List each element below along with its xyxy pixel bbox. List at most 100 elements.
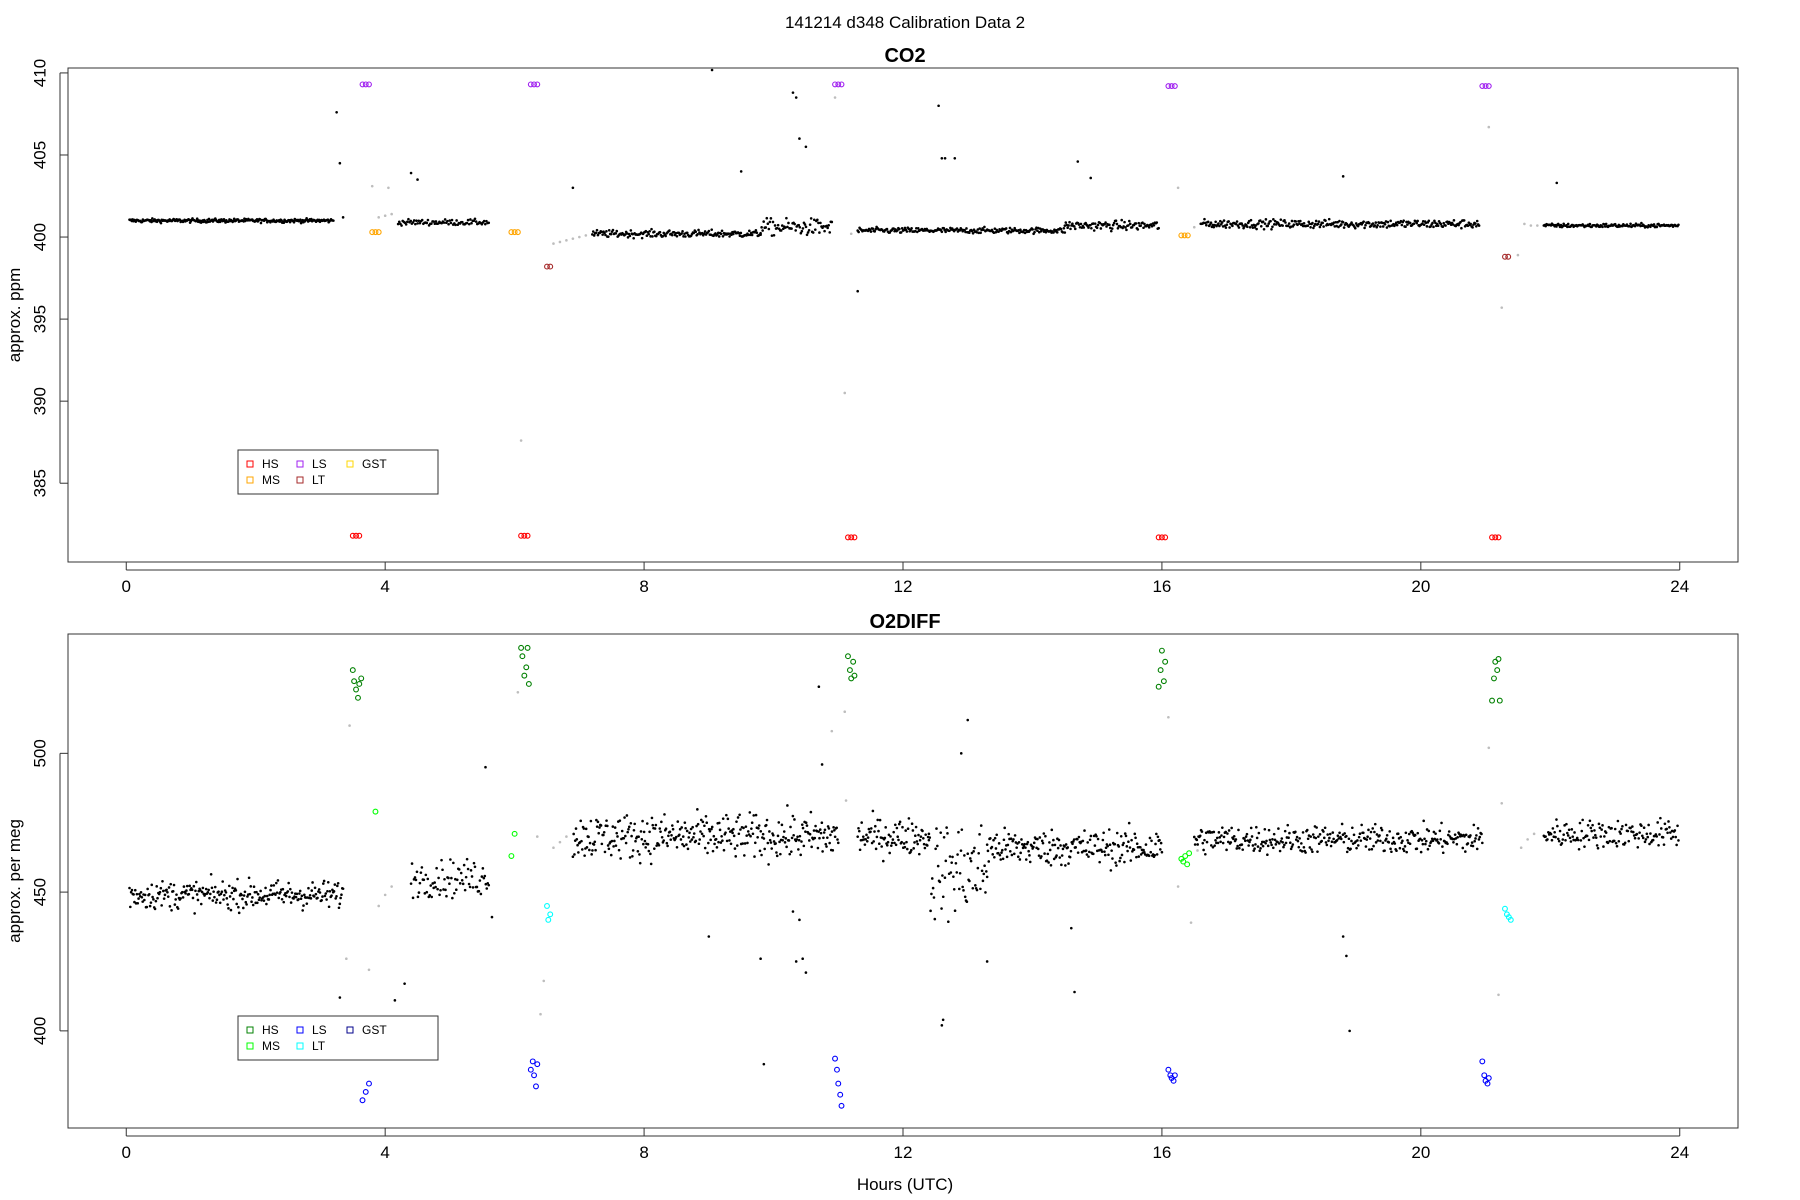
o2diff-data-point bbox=[466, 867, 470, 871]
o2diff-data-point bbox=[801, 826, 805, 830]
o2diff-data-point bbox=[743, 842, 747, 845]
o2diff-data-point bbox=[1107, 828, 1111, 831]
o2diff-data-point bbox=[341, 887, 345, 891]
co2-data-point bbox=[615, 229, 619, 233]
o2diff-data-point bbox=[1350, 839, 1353, 843]
o2diff-data-point bbox=[461, 882, 465, 886]
o2diff-data-point bbox=[627, 828, 630, 831]
o2diff-data-point bbox=[737, 832, 741, 836]
o2diff-data-point bbox=[241, 897, 244, 901]
o2diff-data-point bbox=[1401, 839, 1404, 843]
o2diff-data-point bbox=[654, 823, 658, 827]
co2-ls-point bbox=[359, 81, 366, 88]
co2-ls-point bbox=[1165, 83, 1172, 90]
o2diff-hs-point bbox=[1160, 678, 1167, 685]
o2diff-data-point bbox=[1573, 831, 1576, 834]
o2diff-data-point bbox=[1438, 829, 1442, 833]
co2-data-point bbox=[944, 230, 947, 234]
o2diff-data-point bbox=[752, 814, 756, 817]
co2-data-outlier bbox=[1555, 181, 1559, 185]
o2diff-data-point bbox=[731, 831, 734, 835]
o2diff-data-point bbox=[804, 830, 807, 833]
co2-data-outlier bbox=[1089, 176, 1093, 180]
o2diff-data-point bbox=[232, 897, 235, 901]
o2diff-data-point bbox=[420, 866, 424, 869]
o2diff-data-point bbox=[154, 899, 158, 903]
o2diff-data-point bbox=[888, 851, 891, 855]
o2diff-data-point bbox=[707, 841, 710, 845]
o2diff-data-point bbox=[993, 836, 997, 840]
o2diff-data-point bbox=[168, 905, 172, 908]
o2diff-data-point bbox=[317, 888, 321, 891]
o2diff-data-point bbox=[431, 882, 434, 885]
o2diff-data-point bbox=[800, 823, 804, 826]
o2diff-data-point bbox=[220, 890, 224, 894]
o2diff-data-point bbox=[955, 871, 959, 874]
o2diff-data-point bbox=[274, 881, 278, 885]
figure-suptitle: 141214 d348 Calibration Data 2 bbox=[785, 13, 1025, 32]
o2diff-data-point bbox=[1059, 844, 1062, 847]
o2diff-hs-point bbox=[845, 653, 851, 660]
o2diff-data-point bbox=[155, 885, 159, 888]
co2-data-point bbox=[1371, 222, 1375, 225]
co2-data-point bbox=[288, 220, 292, 224]
o2diff-data-point bbox=[583, 854, 586, 857]
o2diff-data-point bbox=[1594, 836, 1598, 839]
co2-data-point bbox=[977, 231, 981, 235]
co2-data-point bbox=[1125, 228, 1128, 232]
o2diff-data-point bbox=[1072, 838, 1076, 841]
o2diff-data-point bbox=[1192, 835, 1196, 839]
o2diff-transition-point bbox=[1196, 849, 1199, 852]
o2diff-data-point bbox=[631, 849, 635, 852]
co2-data-point bbox=[1436, 224, 1440, 228]
o2diff-data-point bbox=[600, 842, 604, 846]
co2-data-point bbox=[770, 234, 774, 237]
o2diff-data-point bbox=[1036, 847, 1040, 851]
o2diff-data-point bbox=[865, 833, 868, 837]
co2-transition-point bbox=[1529, 224, 1533, 227]
o2diff-data-point bbox=[1273, 838, 1277, 842]
o2diff-data-point bbox=[1288, 831, 1291, 835]
o2diff-data-point bbox=[936, 844, 939, 848]
o2diff-data-point bbox=[571, 855, 575, 859]
co2-data-outlier bbox=[940, 156, 944, 160]
o2diff-data-point bbox=[1102, 831, 1105, 835]
o2diff-ls-point bbox=[529, 1058, 536, 1065]
o2diff-data-point bbox=[958, 871, 962, 875]
o2diff-data-point bbox=[617, 848, 621, 852]
o2diff-data-point bbox=[725, 813, 728, 817]
o2diff-ms-point bbox=[1184, 861, 1191, 868]
co2-data-point bbox=[1073, 227, 1077, 231]
o2diff-transition-point bbox=[552, 846, 555, 849]
o2diff-data-point bbox=[321, 895, 324, 898]
o2diff-data-point bbox=[1237, 828, 1240, 832]
co2-data-point bbox=[1114, 219, 1118, 223]
o2diff-legend-swatch bbox=[246, 1042, 254, 1050]
o2diff-data-point bbox=[715, 846, 719, 849]
o2diff-data-point bbox=[1225, 848, 1228, 852]
o2diff-data-point bbox=[768, 838, 772, 842]
o2diff-data-point bbox=[265, 902, 268, 906]
co2-data-point bbox=[1123, 220, 1126, 224]
o2diff-data-point bbox=[153, 907, 157, 911]
o2diff-data-point bbox=[1619, 832, 1622, 835]
o2diff-data-point bbox=[1270, 843, 1273, 847]
o2diff-data-point bbox=[480, 875, 484, 878]
o2diff-data-point bbox=[1123, 860, 1126, 864]
o2diff-legend-label: LS bbox=[312, 1023, 327, 1037]
o2diff-ls-point bbox=[1484, 1080, 1491, 1087]
o2diff-data-point bbox=[912, 847, 915, 850]
o2diff-data-point bbox=[878, 818, 882, 822]
co2-data-point bbox=[1312, 226, 1315, 230]
o2diff-data-point bbox=[1047, 861, 1050, 864]
o2diff-data-point bbox=[880, 845, 883, 848]
o2diff-data-point bbox=[611, 825, 615, 828]
co2-data-point bbox=[644, 229, 648, 233]
o2diff-data-point bbox=[1324, 841, 1328, 844]
co2-data-point bbox=[425, 221, 429, 225]
co2-ms-point bbox=[1181, 232, 1188, 239]
o2diff-data-point bbox=[984, 891, 987, 894]
co2-ls-point bbox=[366, 81, 372, 88]
o2diff-data-point bbox=[141, 900, 144, 903]
